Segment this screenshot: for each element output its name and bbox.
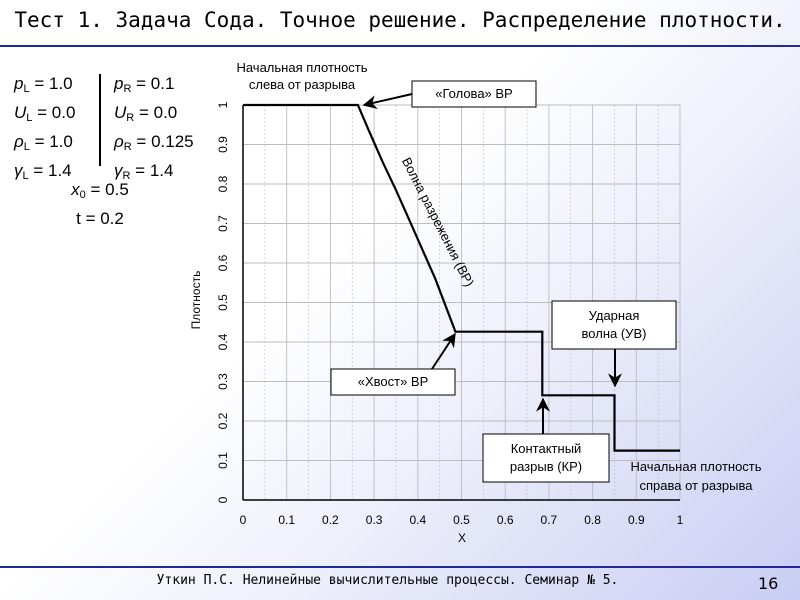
y-tick-label: 0.3 <box>216 373 230 390</box>
y-tick-label: 0.6 <box>216 254 230 271</box>
x-tick-label: 0.2 <box>322 513 339 527</box>
x-tick-label: 0 <box>240 513 247 527</box>
footer-divider <box>0 566 800 568</box>
x0-param: x0 = 0.5 <box>71 180 129 201</box>
annotation-tail: «Хвост» ВР <box>330 332 456 396</box>
x-tick-label: 1 <box>677 513 684 527</box>
x-tick-label: 0.5 <box>453 513 470 527</box>
x-tick-label: 0.1 <box>278 513 295 527</box>
x-tick-label: 0.7 <box>541 513 558 527</box>
annotation-contact: Контактный разрыв (КР) <box>482 397 610 483</box>
annotation-shock-line1: Ударная <box>589 308 640 323</box>
annotation-right-density-line1: Начальная плотность <box>630 459 761 474</box>
annotation-right-density-line2: справа от разрыва <box>640 478 754 493</box>
y-tick-label: 0.5 <box>216 294 230 311</box>
y-axis-label: Плотность <box>189 271 203 330</box>
annotation-left-density-line2: слева от разрыва <box>249 77 356 92</box>
annotation-tail-box <box>330 368 456 396</box>
param-right-1: UR = 0.0 <box>114 103 178 124</box>
footer-text: Уткин П.С. Нелинейные вычислительные про… <box>156 573 619 588</box>
annotation-left-density-line1: Начальная плотность <box>236 60 367 75</box>
y-tick-label: 0.4 <box>216 333 230 350</box>
left-state-params: pL = 1.0 UL = 0.0 ρL = 1.0 γL = 1.4 <box>14 72 94 188</box>
density-series-line <box>243 103 680 452</box>
y-tick-label: 0.1 <box>216 452 230 469</box>
annotation-contact-box <box>482 433 610 483</box>
param-left-2: ρL = 1.0 <box>14 132 73 153</box>
y-tick-label: 0.8 <box>216 175 230 192</box>
x-tick-label: 0.6 <box>497 513 514 527</box>
x-tick-label: 0.4 <box>409 513 426 527</box>
param-left-3: γL = 1.4 <box>14 161 72 182</box>
annotation-shock-line2: волна (УВ) <box>582 326 647 341</box>
y-tick-label: 0.9 <box>216 136 230 153</box>
y-tick-label: 1 <box>216 101 230 108</box>
chart-tick-labels: 0 0.1 0.2 0.3 0.4 0.5 0.6 0.7 0.8 0.9 1 0 0.1 0.2 0.3 0… <box>216 101 684 527</box>
param-left-1: UL = 0.0 <box>14 103 76 124</box>
annotation-shock-box <box>551 300 677 350</box>
params-separator <box>99 74 101 166</box>
annotation-head-box <box>411 80 537 108</box>
annotation-head: «Голова» ВР <box>362 80 537 110</box>
annotation-shock: Ударная волна (УВ) <box>551 300 677 388</box>
annotation-left-density: Начальная плотность слева от разрыва <box>236 60 367 92</box>
y-tick-label: 0.2 <box>216 412 230 429</box>
x-axis-label: X <box>458 531 466 545</box>
x-tick-label: 0.3 <box>366 513 383 527</box>
param-left-0: pL = 1.0 <box>14 74 73 95</box>
title-divider <box>0 45 800 47</box>
annotation-head-text: «Голова» ВР <box>435 86 512 101</box>
annotation-contact-line2: разрыв (КР) <box>510 459 582 474</box>
annotation-right-density: Начальная плотность справа от разрыва <box>630 459 761 493</box>
page-number: 16 <box>758 574 779 593</box>
slide-title: Тест 1. Задача Сода. Точное решение. Рас… <box>14 8 786 32</box>
annotation-head-arrow <box>362 93 413 110</box>
annotation-tail-arrow <box>431 332 456 370</box>
param-right-0: pR = 0.1 <box>114 74 175 95</box>
param-right-2: ρR = 0.125 <box>114 132 194 153</box>
annotation-contact-line1: Контактный <box>511 441 582 456</box>
right-state-params: pR = 0.1 UR = 0.0 ρR = 0.125 γR = 1.4 <box>114 72 234 188</box>
x-tick-label: 0.8 <box>584 513 601 527</box>
initial-conditions: x0 = 0.5 t = 0.2 <box>60 178 140 231</box>
y-tick-label: 0.7 <box>216 215 230 232</box>
y-tick-label: 0 <box>216 496 230 503</box>
x-tick-label: 0.9 <box>628 513 645 527</box>
chart-axes <box>242 105 680 501</box>
annotation-tail-text: «Хвост» ВР <box>358 374 429 389</box>
t-param: t = 0.2 <box>76 209 124 228</box>
param-right-3: γR = 1.4 <box>114 161 174 182</box>
